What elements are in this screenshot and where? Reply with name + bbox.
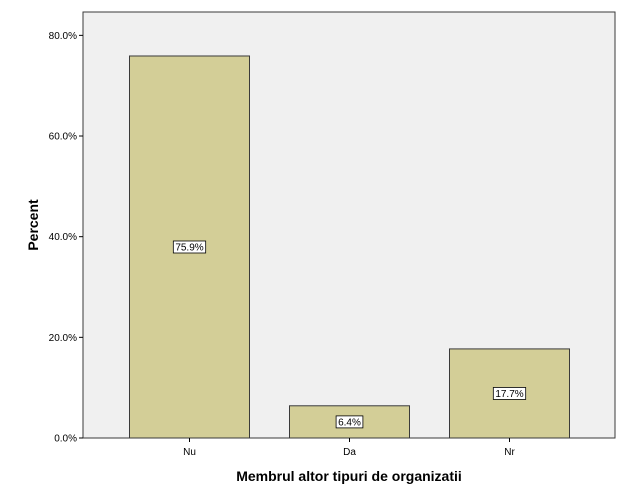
bars-layer: 75.9% 6.4% 17.7% [129, 55, 570, 439]
y-tick-label: 80.0% [49, 31, 77, 42]
x-axis-title: Membrul altor tipuri de organizatii [236, 468, 462, 484]
data-label-nr: 17.7% [495, 389, 523, 400]
y-tick-label: 0.0% [54, 434, 77, 445]
data-label-box [172, 240, 207, 254]
data-label-box [335, 415, 364, 429]
x-tick-label: Nu [183, 447, 196, 458]
data-label-da: 6.4% [338, 417, 361, 428]
data-label-box [492, 387, 527, 400]
data-label-nu: 75.9% [175, 242, 203, 253]
x-axis: Nu Da Nr [183, 438, 515, 458]
y-tick-label: 60.0% [49, 132, 77, 143]
y-tick-label: 20.0% [49, 333, 77, 344]
y-axis: 0.0% 20.0% 40.0% 60.0% 80.0% [49, 31, 83, 445]
x-tick-label: Da [343, 447, 356, 458]
x-tick-label: Nr [504, 447, 515, 458]
y-axis-title: Percent [25, 199, 41, 251]
y-tick-label: 40.0% [49, 232, 77, 243]
